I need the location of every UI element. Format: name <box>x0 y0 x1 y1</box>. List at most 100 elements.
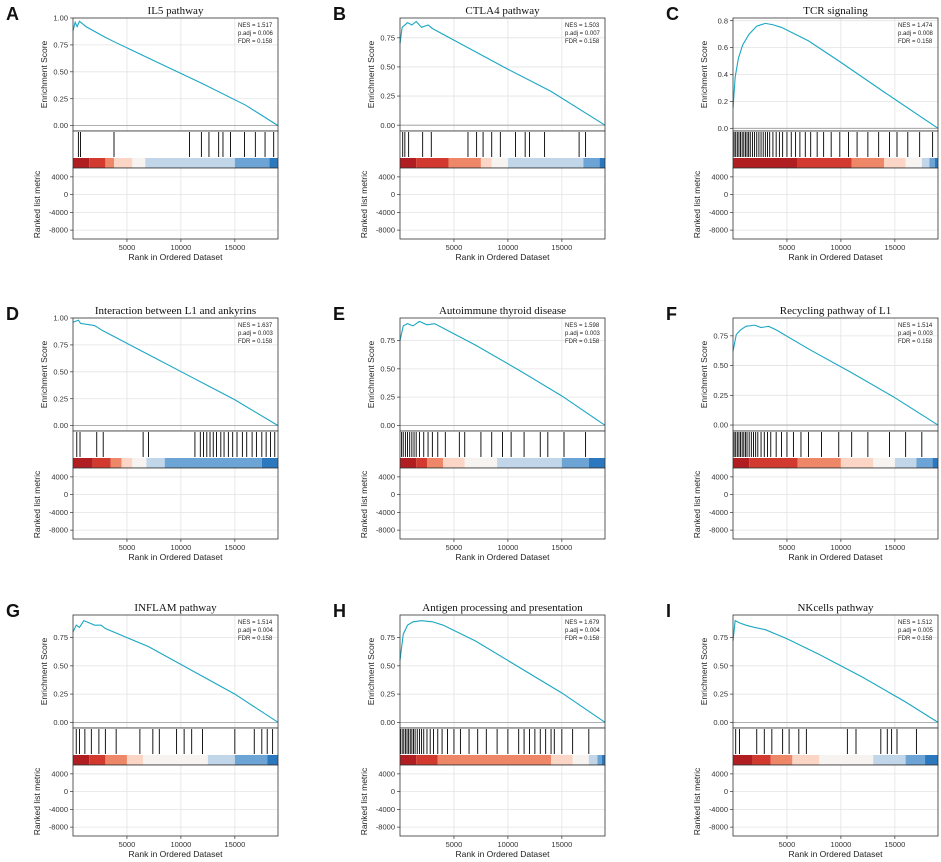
ranking-heat-segment <box>733 158 798 168</box>
xtick-label: 5000 <box>119 840 136 849</box>
metric-ytick-label: -4000 <box>709 805 728 814</box>
metric-frame <box>399 467 606 540</box>
stat-line: FDR = 0.158 <box>565 636 600 642</box>
ranking-heat-segment <box>572 755 589 765</box>
x-axis-label: Rank in Ordered Dataset <box>455 849 550 857</box>
ranking-heat-segment <box>426 458 444 468</box>
metric-frame <box>72 167 279 240</box>
es-y-axis-label: Enrichment Score <box>699 637 709 705</box>
xtick-label: 10000 <box>497 840 518 849</box>
xtick-label: 15000 <box>224 243 245 252</box>
ranking-heat-segment <box>925 755 938 765</box>
es-ytick-label: 0.25 <box>713 690 728 699</box>
metric-ytick-label: 4000 <box>711 472 728 481</box>
metric-ytick-label: -4000 <box>709 508 728 517</box>
stat-line: p.adj = 0.008 <box>898 31 934 37</box>
ranking-heat-segment <box>797 458 841 468</box>
ranking-heat-segment <box>601 755 605 765</box>
metric-plot-area <box>400 468 605 539</box>
es-ytick-label: 0.50 <box>53 67 68 76</box>
stat-line: NES = 1.514 <box>238 620 273 626</box>
es-plot-area <box>400 318 605 431</box>
ranking-heat-segment <box>497 458 562 468</box>
stat-line: NES = 1.598 <box>565 323 600 329</box>
xtick-label: 5000 <box>119 543 136 552</box>
xtick-label: 5000 <box>779 243 796 252</box>
xtick-label: 10000 <box>497 543 518 552</box>
panel-b: B CTLA4 pathway 0.00 0.25 0.50 0.75 Enrichment… <box>333 4 606 262</box>
metric-plot-area <box>73 468 278 539</box>
ranking-heat-segment <box>733 755 753 765</box>
ranking-heat-segment <box>400 755 417 765</box>
es-ytick-label: 0.00 <box>713 421 728 430</box>
x-axis-label: Rank in Ordered Dataset <box>128 849 223 857</box>
xtick-label: 10000 <box>830 243 851 252</box>
metric-frame <box>399 167 606 240</box>
stat-line: p.adj = 0.003 <box>898 331 934 337</box>
metric-y-axis-label: Ranked list metric <box>359 470 369 538</box>
ranking-heat-segment <box>110 458 122 468</box>
metric-y-axis-label: Ranked list metric <box>32 767 42 835</box>
es-ytick-label: 0.25 <box>380 393 395 402</box>
metric-ytick-label: 4000 <box>51 472 68 481</box>
xtick-label: 15000 <box>551 543 572 552</box>
xtick-label: 10000 <box>170 840 191 849</box>
x-axis-label: Rank in Ordered Dataset <box>455 252 550 262</box>
panel-letter: B <box>333 4 346 24</box>
ranking-heat-segment <box>132 158 146 168</box>
xtick-label: 5000 <box>446 243 463 252</box>
metric-ytick-label: 0 <box>724 190 728 199</box>
ranking-heat-segment <box>840 458 874 468</box>
es-ytick-label: 0.50 <box>713 361 728 370</box>
ranking-heat-segment <box>443 458 465 468</box>
es-curve-line <box>399 320 606 426</box>
metric-y-axis-label: Ranked list metric <box>32 470 42 538</box>
ranking-heat-segment <box>770 755 793 765</box>
panel-a: A IL5 pathway 0.00 0.25 0.50 0.75 1.00 Enrichme… <box>6 4 279 262</box>
es-curve-line <box>399 620 606 723</box>
metric-ytick-label: 0 <box>64 190 68 199</box>
x-axis-label: Rank in Ordered Dataset <box>788 252 883 262</box>
xtick-label: 15000 <box>224 543 245 552</box>
xtick-label: 15000 <box>551 243 572 252</box>
panel-f: F Recycling pathway of L1 0.00 0.25 0.50 0.75… <box>666 304 939 562</box>
ranking-heat-segment <box>89 755 106 765</box>
es-curve-line <box>72 619 279 723</box>
stat-line: NES = 1.512 <box>898 620 933 626</box>
ranking-heat-segment <box>437 755 552 765</box>
hits-plot-area <box>73 728 278 755</box>
ranking-heat-segment <box>752 755 771 765</box>
metric-ytick-label: -8000 <box>376 226 395 235</box>
x-axis-label: Rank in Ordered Dataset <box>788 849 883 857</box>
ranking-heat-segment <box>73 458 93 468</box>
xtick-label: 10000 <box>170 543 191 552</box>
metric-ytick-label: 0 <box>391 190 395 199</box>
es-ytick-label: 0.50 <box>53 367 68 376</box>
es-ytick-label: 0.25 <box>380 92 395 101</box>
es-y-axis-label: Enrichment Score <box>366 637 376 705</box>
es-y-axis-label: Enrichment Score <box>39 637 49 705</box>
stat-line: p.adj = 0.004 <box>238 628 274 634</box>
es-plot-area <box>733 615 938 728</box>
xtick-label: 5000 <box>779 543 796 552</box>
ranking-heat-segment <box>873 458 895 468</box>
metric-plot-area <box>733 765 938 836</box>
stat-line: FDR = 0.158 <box>238 339 273 345</box>
metric-plot-area <box>73 168 278 239</box>
ranking-heat-segment <box>143 755 208 765</box>
es-ytick-label: 0.00 <box>53 121 68 130</box>
ranking-heat-segment <box>114 158 133 168</box>
metric-y-axis-label: Ranked list metric <box>359 170 369 238</box>
es-curve-line <box>732 619 939 723</box>
panel-letter: I <box>666 601 671 621</box>
hits-plot-area <box>733 728 938 755</box>
es-ytick-label: 0.75 <box>380 336 395 345</box>
xtick-label: 10000 <box>497 243 518 252</box>
stat-line: p.adj = 0.003 <box>565 331 601 337</box>
es-y-axis-label: Enrichment Score <box>39 40 49 108</box>
metric-ytick-label: -4000 <box>376 508 395 517</box>
es-y-axis-label: Enrichment Score <box>366 40 376 108</box>
ranking-heat-segment <box>400 158 417 168</box>
panel-title: CTLA4 pathway <box>465 5 540 17</box>
